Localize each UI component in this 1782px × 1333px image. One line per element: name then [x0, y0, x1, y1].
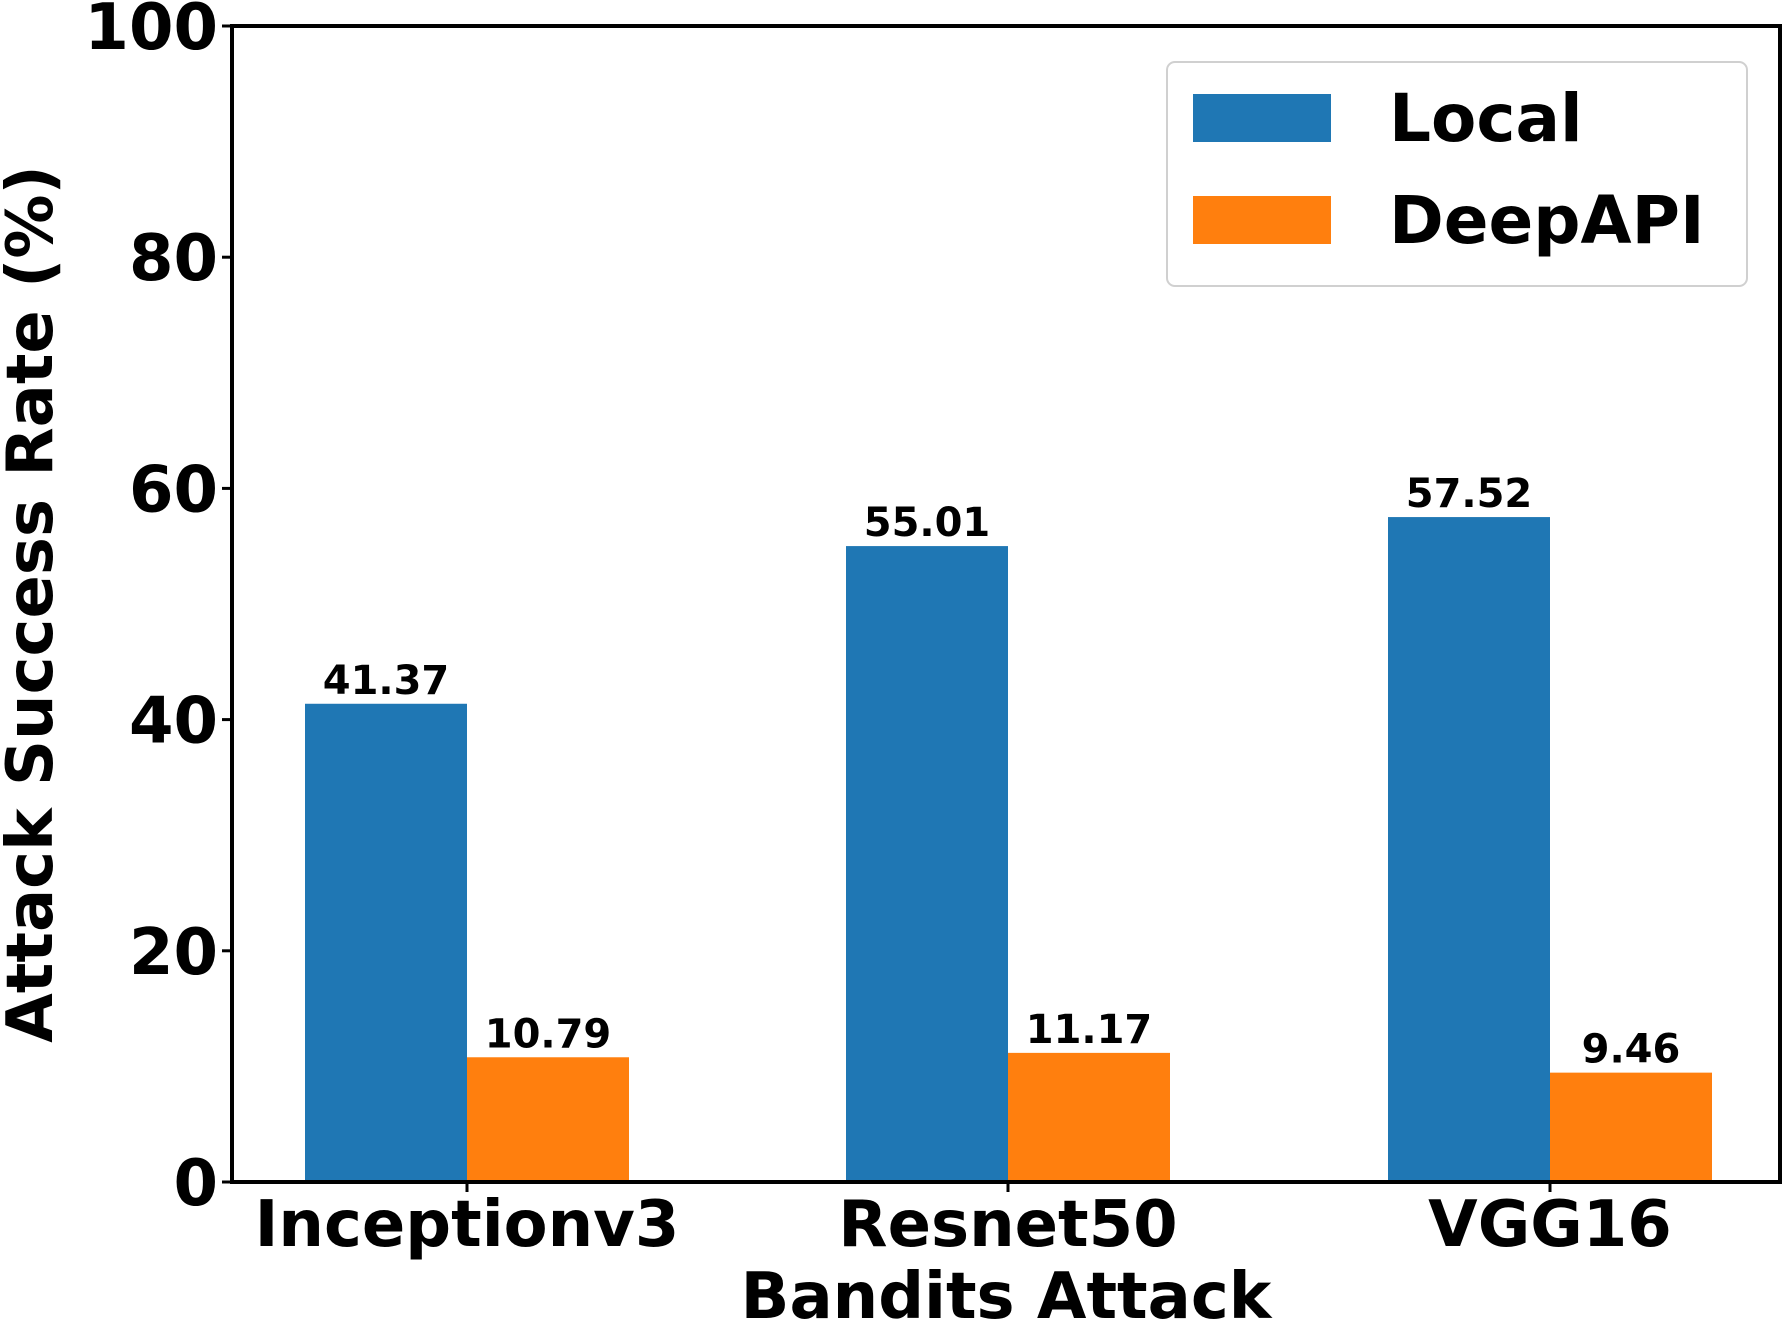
- bar-deepapi-resnet50: [1008, 1052, 1170, 1182]
- bar-local-resnet50: [846, 546, 1008, 1182]
- y-tick-label-60: 60: [129, 453, 218, 527]
- legend-label-local: Local: [1389, 80, 1583, 157]
- y-tick-label-40: 40: [129, 685, 218, 759]
- bar-value-label-deepapi-vgg16: 9.46: [1582, 1027, 1681, 1073]
- bar-value-labels: 41.37 10.79 55.01 11.17 57.52 9.46: [323, 471, 1681, 1073]
- y-axis-ticks: 0 20 40 60 80 100: [84, 0, 232, 1221]
- bar-local-inceptionv3: [305, 703, 467, 1182]
- y-tick-label-80: 80: [129, 222, 218, 296]
- legend-label-deepapi: DeepAPI: [1389, 182, 1705, 259]
- bar-value-label-deepapi-inceptionv3: 10.79: [485, 1011, 612, 1057]
- x-tick-label-inceptionv3: Inceptionv3: [255, 1188, 680, 1262]
- y-axis-title: Attack Success Rate (%): [0, 165, 68, 1042]
- bar-deepapi-inceptionv3: [467, 1057, 629, 1182]
- y-tick-label-20: 20: [129, 916, 218, 990]
- x-tick-label-resnet50: Resnet50: [838, 1188, 1177, 1262]
- y-tick-label-100: 100: [84, 0, 218, 65]
- legend: Local DeepAPI: [1166, 61, 1748, 287]
- bar-local-vgg16: [1388, 517, 1550, 1182]
- legend-swatch-local: [1193, 94, 1331, 142]
- x-axis-ticks: Inceptionv3 Resnet50 VGG16: [255, 1182, 1672, 1262]
- bar-deepapi-vgg16: [1550, 1072, 1712, 1182]
- bar-value-label-deepapi-resnet50: 11.17: [1026, 1007, 1153, 1053]
- legend-swatch-deepapi: [1193, 196, 1331, 244]
- x-tick-label-vgg16: VGG16: [1428, 1188, 1672, 1262]
- y-tick-label-0: 0: [173, 1147, 218, 1221]
- bar-value-label-local-vgg16: 57.52: [1406, 471, 1533, 517]
- bars: [305, 517, 1712, 1182]
- bar-value-label-local-inceptionv3: 41.37: [323, 658, 450, 704]
- plot-frame: [230, 24, 1782, 1184]
- x-axis-title: Bandits Attack: [741, 1260, 1273, 1333]
- bar-value-label-local-resnet50: 55.01: [864, 500, 991, 546]
